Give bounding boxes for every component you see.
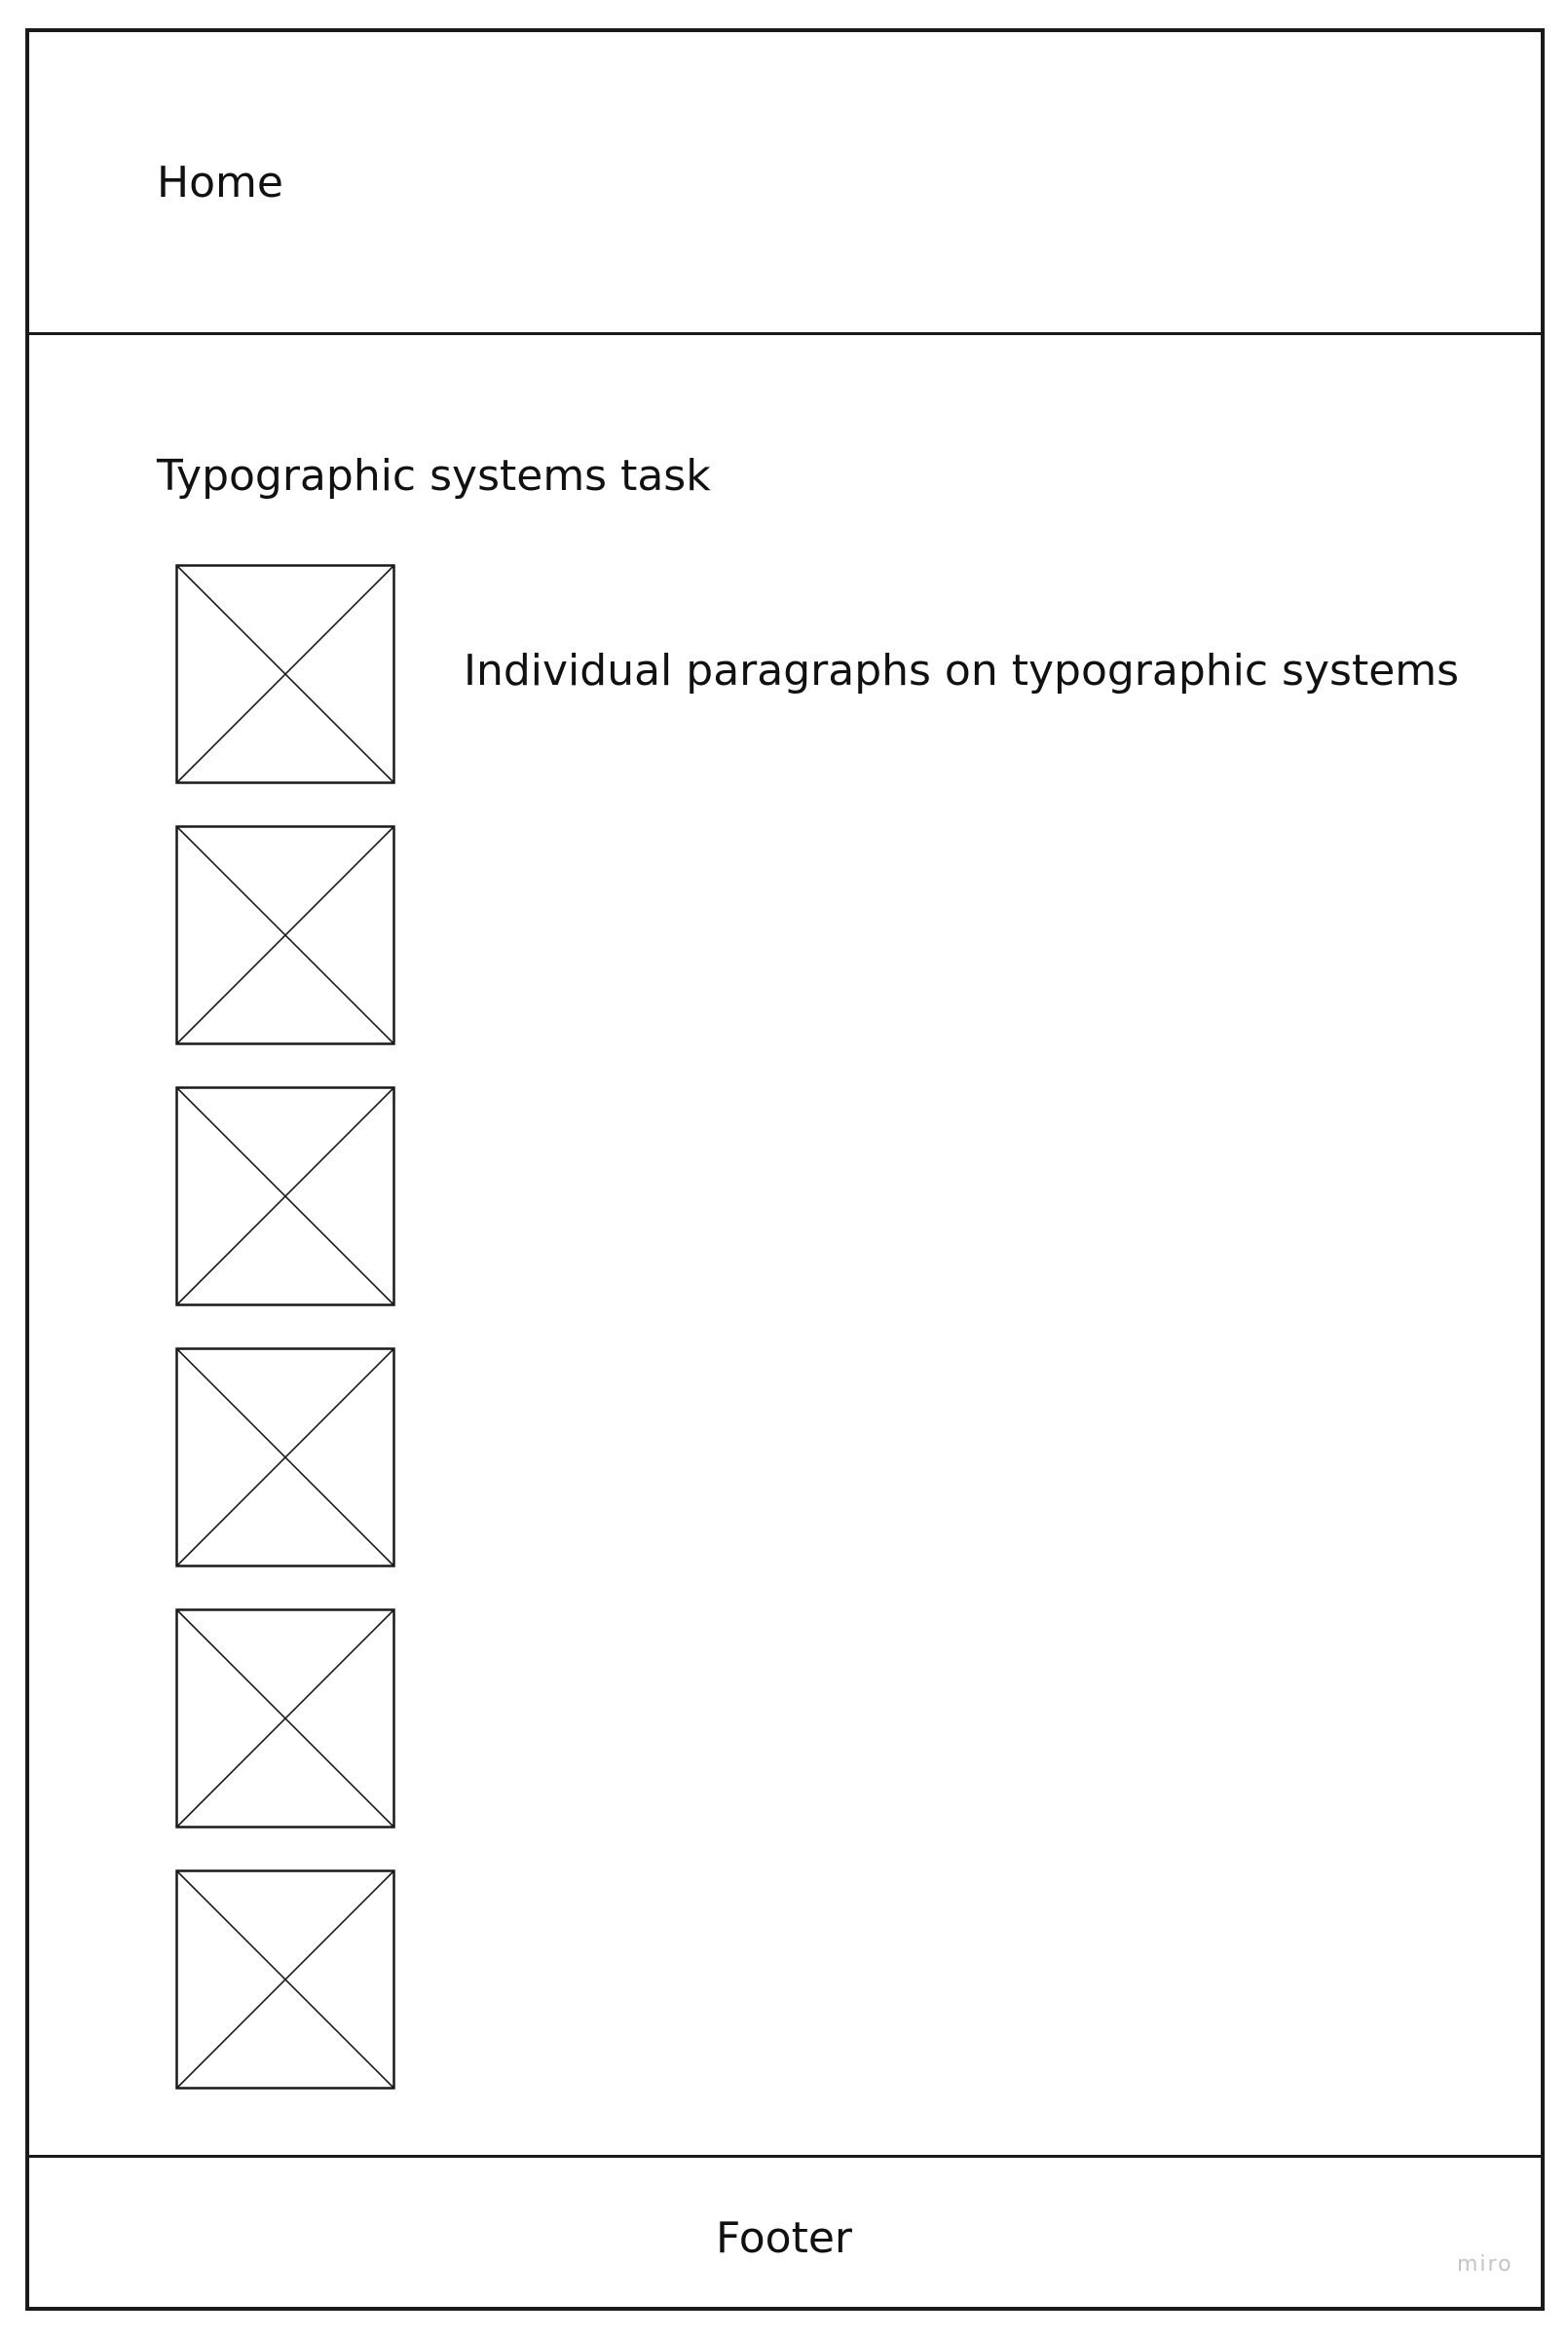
header-divider	[25, 332, 1545, 335]
wireframe-frame	[25, 28, 1545, 2311]
image-placeholder-icon	[175, 1869, 395, 2090]
footer-label: Footer	[716, 2213, 852, 2263]
image-placeholder-icon	[175, 825, 395, 1045]
miro-watermark: miro	[1457, 2252, 1513, 2277]
image-placeholder-icon	[175, 564, 395, 784]
page-title: Typographic systems task	[157, 451, 711, 501]
paragraph-label: Individual paragraphs on typographic sys…	[464, 646, 1460, 696]
image-placeholder-icon	[175, 1347, 395, 1567]
nav-home-link[interactable]: Home	[157, 158, 283, 207]
image-placeholder-icon	[175, 1608, 395, 1829]
image-placeholder-icon	[175, 1086, 395, 1306]
footer-divider	[25, 2155, 1545, 2158]
